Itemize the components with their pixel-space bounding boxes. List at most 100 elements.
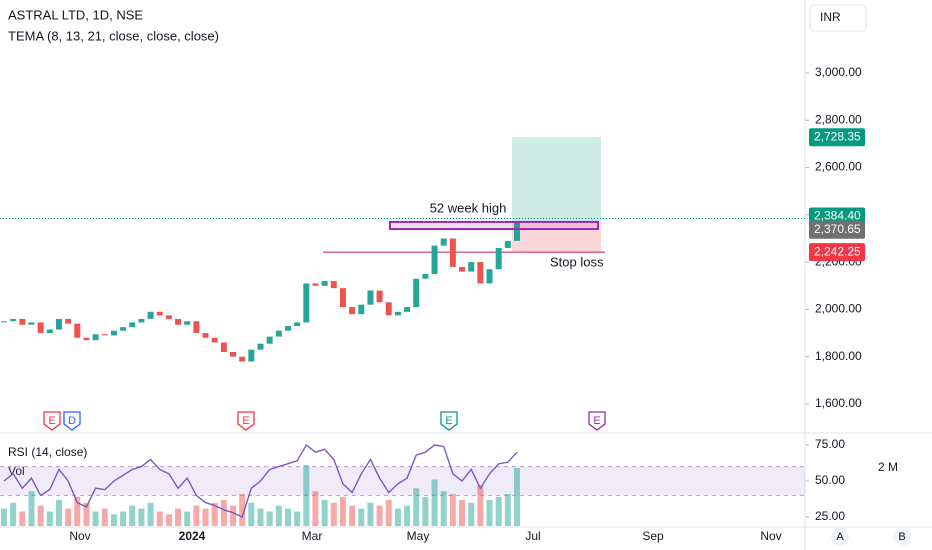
candle <box>422 273 429 279</box>
volume-bar <box>404 505 411 526</box>
candle <box>55 318 62 330</box>
candle <box>211 337 218 343</box>
candle <box>193 321 200 334</box>
volume-bar <box>110 514 117 526</box>
candle <box>514 221 520 241</box>
candle <box>83 337 90 341</box>
volume-bar <box>92 511 99 526</box>
volume-bar <box>339 497 346 526</box>
candle <box>65 318 72 324</box>
volume-bar <box>385 499 392 526</box>
volume-bar <box>431 479 438 526</box>
y-tick-label: 2,600.00 <box>815 160 862 174</box>
scale-button-label: B <box>898 531 905 543</box>
x-tick-label: Sep <box>642 529 664 543</box>
volume-bar <box>74 497 81 526</box>
candle <box>266 336 273 344</box>
volume-bar <box>367 502 374 526</box>
candle <box>459 266 466 272</box>
event-label: E <box>48 415 55 427</box>
volume-bar <box>220 499 227 526</box>
volume-bar <box>376 505 383 526</box>
volume-bar <box>46 511 53 526</box>
candle <box>284 325 291 331</box>
rsi-tick-label: 75.00 <box>815 437 845 451</box>
scale-button[interactable] <box>893 528 911 546</box>
candle <box>312 283 319 286</box>
event-marker[interactable] <box>43 411 61 431</box>
candle <box>175 318 182 325</box>
candle <box>239 356 246 362</box>
volume-bar <box>422 497 429 526</box>
volume-bar <box>468 502 475 526</box>
volume-bar <box>138 508 145 526</box>
stop-loss-label: Stop loss <box>550 255 604 270</box>
volume-bar <box>284 508 291 526</box>
volume-bar <box>83 502 90 526</box>
event-marker[interactable] <box>63 411 81 431</box>
y-tick-label: 2,000.00 <box>815 302 862 316</box>
event-label: E <box>593 415 600 427</box>
event-label: E <box>445 415 452 427</box>
candle <box>101 334 108 336</box>
scale-button[interactable] <box>831 528 849 546</box>
candle <box>37 322 44 334</box>
event-marker[interactable] <box>237 411 255 431</box>
candle <box>110 330 117 336</box>
event-marker[interactable] <box>440 411 458 431</box>
x-tick-label: Nov <box>69 529 90 543</box>
volume-bar <box>275 505 282 526</box>
volume-bar <box>1 508 7 526</box>
volume-bar <box>120 511 127 526</box>
volume-bar <box>19 511 26 526</box>
rsi-tick-label: 25.00 <box>815 509 845 523</box>
price-tag-label: 2,728.35 <box>814 129 861 143</box>
candle <box>275 330 282 337</box>
event-marker[interactable] <box>588 411 606 431</box>
volume-bar <box>514 468 520 526</box>
candle <box>303 283 310 323</box>
volume-bar <box>459 499 466 526</box>
price-tag <box>809 220 865 239</box>
candle <box>339 288 346 308</box>
candle <box>477 262 484 284</box>
volume-bar <box>193 505 200 526</box>
volume-bar <box>248 502 255 526</box>
y-tick-label: 1,600.00 <box>815 396 862 410</box>
rsi-title: RSI (14, close) <box>8 445 87 459</box>
volume-bar <box>303 465 310 526</box>
candle <box>248 349 255 362</box>
candle <box>413 278 420 308</box>
currency-button[interactable] <box>809 4 867 32</box>
volume-bar <box>202 508 209 526</box>
candle <box>202 333 209 338</box>
candle <box>440 238 447 246</box>
x-tick-label: Jul <box>525 529 540 543</box>
x-tick-label: Mar <box>302 529 323 543</box>
rsi-tick-label: 50.00 <box>815 473 845 487</box>
currency-label: INR <box>820 10 841 24</box>
candle <box>257 343 264 350</box>
candle <box>129 322 136 328</box>
candle <box>358 304 365 315</box>
price-tag <box>809 243 865 262</box>
volume-bar <box>440 491 447 526</box>
event-label: E <box>242 415 249 427</box>
candle <box>92 334 99 341</box>
volume-bar <box>101 508 108 526</box>
volume-bar <box>175 508 182 526</box>
candle <box>294 322 301 326</box>
candle <box>330 281 337 289</box>
candle <box>28 322 35 325</box>
volume-bar <box>28 491 35 526</box>
volume-bar <box>239 494 246 526</box>
target-zone <box>512 137 601 222</box>
high-zone <box>389 220 599 231</box>
candle <box>449 238 456 267</box>
volume-bar <box>129 505 136 526</box>
volume-bar <box>349 505 356 526</box>
volume-bar <box>312 491 319 526</box>
volume-bar <box>156 511 163 526</box>
candle <box>431 245 438 274</box>
